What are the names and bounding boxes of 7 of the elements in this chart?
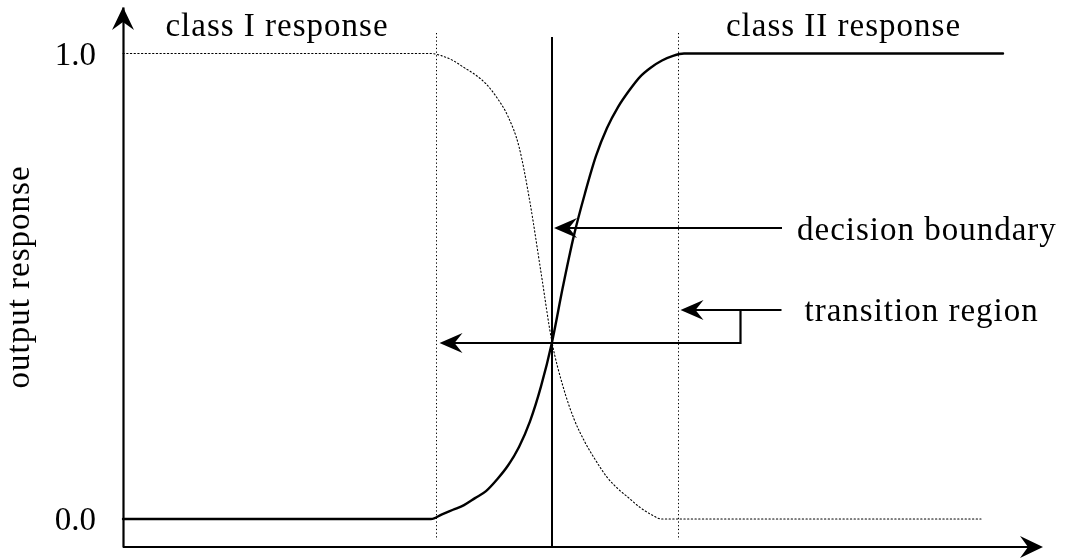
annotation: decision boundary: [797, 211, 1057, 247]
y-tick-label: 0.0: [54, 501, 96, 538]
y-tick-label: 1.0: [54, 35, 96, 72]
annotation: transition region: [804, 292, 1039, 328]
legend-label: class I response: [165, 6, 389, 43]
series-label: class II response: [725, 6, 962, 43]
y-axis-title: output response: [0, 165, 36, 389]
